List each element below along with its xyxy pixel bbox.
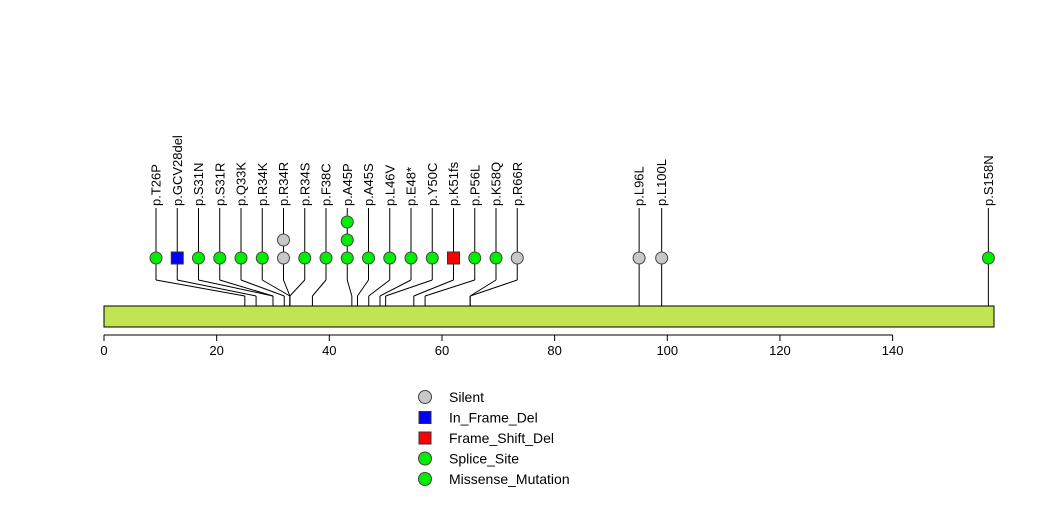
mutation-stem-bend xyxy=(261,279,291,297)
mutation-label: p.S158N xyxy=(981,155,996,206)
mutation-marker-circle xyxy=(340,233,354,247)
legend-swatch-square xyxy=(418,411,432,424)
mutation-marker-circle xyxy=(213,251,227,265)
mutation-label: p.P56L xyxy=(467,165,482,206)
mutation-label: p.L100L xyxy=(654,159,669,206)
mutation-label: p.E48* xyxy=(404,167,419,206)
mutation-marker-circle xyxy=(404,251,418,265)
mutation-label: p.K51fs xyxy=(446,161,461,206)
x-tick-label: 140 xyxy=(882,343,904,358)
mutation-label: p.A45P xyxy=(340,163,355,206)
mutation-marker-circle xyxy=(340,215,354,229)
mutation-marker-circle xyxy=(489,251,503,265)
mutation-marker-circle xyxy=(655,251,669,265)
x-tick-label: 0 xyxy=(100,343,107,358)
x-tick-label: 20 xyxy=(209,343,223,358)
mutation-marker-circle xyxy=(340,251,354,265)
mutation-marker-circle xyxy=(383,251,397,265)
mutation-label: p.S31N xyxy=(191,163,206,206)
legend-label: Missense_Mutation xyxy=(449,471,570,487)
mutation-marker-circle xyxy=(319,251,333,265)
mutation-marker-square xyxy=(447,251,460,265)
mutation-label: p.Y50C xyxy=(425,163,440,206)
x-tick-label: 60 xyxy=(435,343,449,358)
mutation-marker-circle xyxy=(981,251,995,265)
legend-swatch-circle xyxy=(418,451,432,466)
mutation-stem-bend xyxy=(424,279,475,297)
mutation-marker-circle xyxy=(362,251,375,265)
mutation-stem-bend xyxy=(413,279,454,297)
mutation-stem-bend xyxy=(368,279,391,297)
legend-swatch-circle xyxy=(418,390,432,404)
mutation-label: p.L96L xyxy=(632,166,647,206)
legend-swatch-square xyxy=(418,431,432,445)
mutation-stem-bend xyxy=(469,279,497,297)
mutation-stem-bend xyxy=(240,279,285,297)
mutation-stem-bend xyxy=(469,279,518,297)
mutation-stem-bend xyxy=(198,279,274,297)
mutation-marker-circle xyxy=(298,251,312,265)
mutation-stem-bend xyxy=(346,279,353,297)
mutation-label: p.R34R xyxy=(276,162,291,206)
mutation-marker-circle xyxy=(632,251,646,265)
mutation-stem-bend xyxy=(385,279,433,297)
mutation-label: p.R34S xyxy=(297,162,312,206)
mutation-marker-circle xyxy=(149,251,163,265)
mutation-stem-bend xyxy=(289,279,306,297)
legend-label: In_Frame_Del xyxy=(449,410,538,426)
mutation-stem-bend xyxy=(379,279,412,297)
x-tick-label: 120 xyxy=(769,343,791,358)
mutation-stem-bend xyxy=(219,279,274,297)
mutation-label: p.F38C xyxy=(319,163,334,206)
x-tick-label: 100 xyxy=(656,343,678,358)
mutation-marker-circle xyxy=(277,251,290,265)
legend-swatch-circle xyxy=(418,472,432,486)
mutation-label: p.K58Q xyxy=(489,162,504,206)
mutation-marker-square xyxy=(170,251,184,265)
x-tick-label: 40 xyxy=(322,343,336,358)
mutation-marker-circle xyxy=(425,251,439,265)
mutation-stem-bend xyxy=(155,279,245,297)
mutation-label: p.S31R xyxy=(212,163,227,206)
mutation-label: p.R66R xyxy=(510,162,525,206)
legend-label: Silent xyxy=(449,389,484,405)
mutation-stem-bend xyxy=(283,279,291,297)
mutation-stem-bend xyxy=(357,279,369,297)
mutation-marker-circle xyxy=(255,251,269,265)
protein-bar xyxy=(103,305,995,328)
mutation-label: p.Q33K xyxy=(234,162,249,206)
mutation-label: p.T26P xyxy=(149,164,164,206)
mutation-marker-circle xyxy=(277,233,290,247)
mutation-marker-circle xyxy=(468,251,482,265)
legend-label: Splice_Site xyxy=(449,451,519,467)
mutation-label: p.R34K xyxy=(255,162,270,206)
mutation-stem-bend xyxy=(177,279,257,297)
mutation-marker-circle xyxy=(234,251,248,265)
mutation-label: p.L46V xyxy=(382,164,397,206)
mutation-stem-bend xyxy=(312,279,327,297)
mutation-marker-circle xyxy=(192,251,205,265)
mutation-label: p.GCV28del xyxy=(170,135,185,206)
mutation-marker-circle xyxy=(510,251,524,265)
mutation-label: p.A45S xyxy=(361,163,376,206)
x-tick-label: 80 xyxy=(547,343,561,358)
legend-label: Frame_Shift_Del xyxy=(449,430,554,446)
